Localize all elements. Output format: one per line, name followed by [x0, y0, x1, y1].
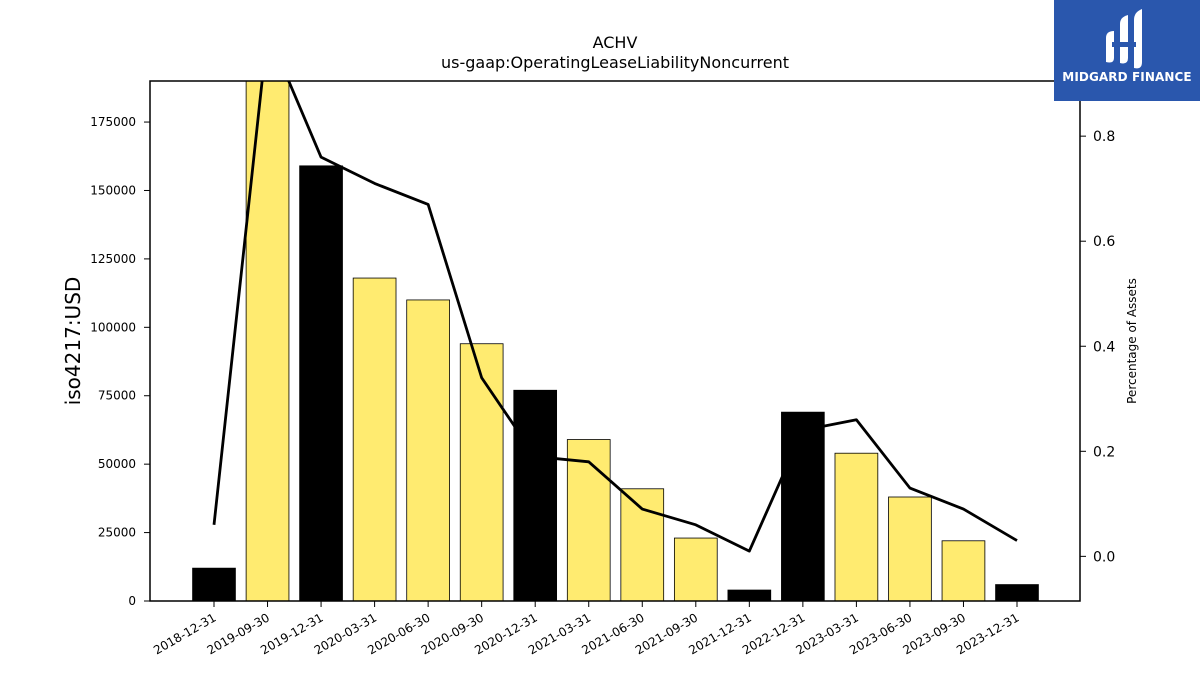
line-group — [212, 81, 1018, 553]
bar-2021-12-31 — [727, 589, 772, 601]
bar-2021-06-30 — [620, 488, 665, 601]
plot-frame — [149, 80, 1081, 602]
y-tick-label: 125000 — [90, 252, 136, 266]
bar-2020-03-31 — [352, 277, 397, 601]
bar-2020-12-31 — [513, 389, 558, 601]
bar-group — [192, 81, 1039, 601]
bar-2021-09-30 — [673, 537, 718, 601]
y-tick-label: 100000 — [90, 320, 136, 334]
y-axis-label: iso4217:USD — [61, 277, 85, 406]
bar-2023-03-31 — [834, 452, 879, 601]
y2-tick-label: 0.4 — [1093, 339, 1115, 355]
midgard-finance-logo: MIDGARD FINANCE — [1054, 0, 1200, 101]
y2-tick-label: 0.2 — [1093, 444, 1115, 460]
bar-2023-09-30 — [941, 540, 986, 601]
chart-title: ACHV — [593, 33, 638, 52]
bar-2020-06-30 — [406, 299, 450, 601]
bar-2019-12-31 — [299, 165, 343, 601]
bar-2018-12-31 — [192, 567, 236, 601]
y2-tick-label: 0.8 — [1093, 129, 1115, 145]
y-tick-label: 50000 — [98, 457, 136, 471]
bar-2023-06-30 — [888, 496, 932, 601]
bar-2022-12-31 — [781, 411, 825, 601]
y2-tick-label: 0.6 — [1093, 234, 1115, 250]
percentage-of-assets-line — [212, 81, 1018, 553]
bar-2023-12-31 — [995, 584, 1039, 601]
chart-subtitle: us-gaap:OperatingLeaseLiabilityNoncurren… — [441, 53, 789, 72]
bar-2021-03-31 — [566, 439, 611, 601]
y-tick-label: 175000 — [90, 115, 136, 129]
y-tick-label: 25000 — [98, 526, 136, 540]
y-tick-label: 150000 — [90, 183, 136, 197]
bar-2020-09-30 — [459, 343, 504, 601]
y2-axis-label: Percentage of Assets — [1125, 278, 1139, 404]
logo-mark-icon — [1106, 9, 1142, 69]
y2-tick-label: 0.0 — [1093, 549, 1115, 565]
logo-text: MIDGARD FINANCE — [1062, 70, 1192, 84]
y-tick-label: 0 — [128, 594, 136, 608]
y-tick-label: 75000 — [98, 389, 136, 403]
